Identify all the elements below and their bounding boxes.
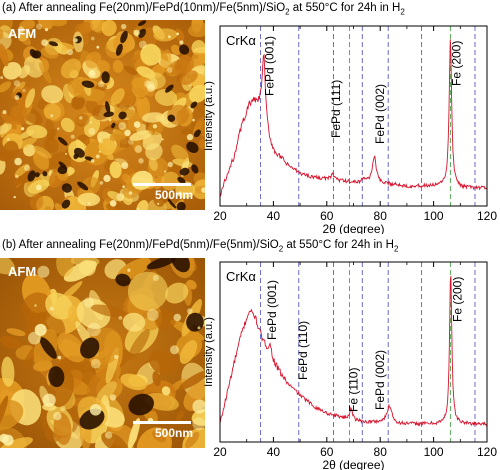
panel-b-title: (b) After annealing Fe(20nm)/FePd(5nm)/F… xyxy=(2,239,398,253)
afm-image-a: AFM 500nm xyxy=(0,20,205,210)
x-tick-label: 20 xyxy=(213,445,227,459)
y-axis-label: Intensity (a.u.) xyxy=(203,81,215,151)
peak-annotation: FePd (001) xyxy=(265,280,279,340)
x-tick-label: 40 xyxy=(267,209,281,223)
xrd-plot: 20 40 60 80 100 120 2θ (degree) Intensity (a.u.… xyxy=(203,25,497,234)
afm-texture xyxy=(0,258,205,448)
x-axis-label: 2θ (degree) xyxy=(322,458,384,470)
source-label: CrKα xyxy=(226,33,256,48)
title-text-mid: at 550 xyxy=(289,2,325,14)
scale-bar xyxy=(133,421,191,424)
xrd-chart-b: 20 40 60 80 100 120 2θ (degree) Intensity (a.u.… xyxy=(198,238,500,470)
y-axis-label: Intensity (a.u.) xyxy=(203,317,215,387)
title-subscript-h2: 2 xyxy=(400,7,405,17)
source-label: CrKα xyxy=(226,269,256,284)
title-text-end: for 24h in H xyxy=(337,2,401,14)
title-degree: °C xyxy=(324,2,338,14)
title-subscript-h2: 2 xyxy=(393,244,399,254)
x-tick-label: 40 xyxy=(267,445,281,459)
peak-annotation: FePd (001) xyxy=(262,36,276,96)
afm-label: AFM xyxy=(8,26,37,41)
title-subscript: 2 xyxy=(278,244,284,254)
xrd-chart-a: 20 40 60 80 100 120 2θ (degree) Intensity (a.u.… xyxy=(198,2,500,234)
title-subscript: 2 xyxy=(285,7,290,17)
panel-a-title: (a) After annealing Fe(20nm)/FePd(10nm)/… xyxy=(2,2,405,16)
peak-annotation: FePd (111) xyxy=(329,80,343,138)
peak-annotation: Fe (200) xyxy=(449,41,463,86)
afm-image-b: AFM 500nm xyxy=(0,258,205,448)
x-tick-label: 80 xyxy=(374,209,388,223)
x-tick-label: 60 xyxy=(320,209,334,223)
x-tick-label: 60 xyxy=(320,445,334,459)
x-tick-label: 100 xyxy=(424,209,444,223)
plot-frame xyxy=(219,25,488,207)
scale-bar xyxy=(133,183,191,186)
peak-annotation: Fe (200) xyxy=(451,277,465,322)
title-text-end: for 24h in H xyxy=(331,239,394,251)
x-tick-label: 100 xyxy=(424,445,444,459)
x-tick-label: 120 xyxy=(477,209,497,223)
afm-texture xyxy=(0,20,205,210)
x-tick-label: 120 xyxy=(477,445,497,459)
title-degree: °C xyxy=(318,239,332,251)
peak-annotation: FePd (002) xyxy=(373,350,387,410)
x-tick-label: 20 xyxy=(213,209,227,223)
scale-bar-label: 500nm xyxy=(154,188,193,202)
xrd-plot: 20 40 60 80 100 120 2θ (degree) Intensity (a.u.… xyxy=(203,261,497,470)
xrd-spectrum-line xyxy=(219,275,488,427)
x-tick-label: 80 xyxy=(374,445,388,459)
title-text-mid: at 550 xyxy=(283,239,319,251)
peak-annotation: FePd (110) xyxy=(296,321,310,380)
xrd-spectrum-line xyxy=(219,39,488,197)
x-axis-label: 2θ (degree) xyxy=(322,222,384,234)
title-text: (b) After annealing Fe(20nm)/FePd(5nm)/F… xyxy=(2,239,279,251)
afm-label: AFM xyxy=(8,264,37,279)
scale-bar-label: 500nm xyxy=(154,426,193,440)
peak-annotation: FePd (002) xyxy=(373,84,387,144)
title-text: (a) After annealing Fe(20nm)/FePd(10nm)/… xyxy=(2,2,286,14)
peak-annotation: Fe (110) xyxy=(347,368,361,412)
